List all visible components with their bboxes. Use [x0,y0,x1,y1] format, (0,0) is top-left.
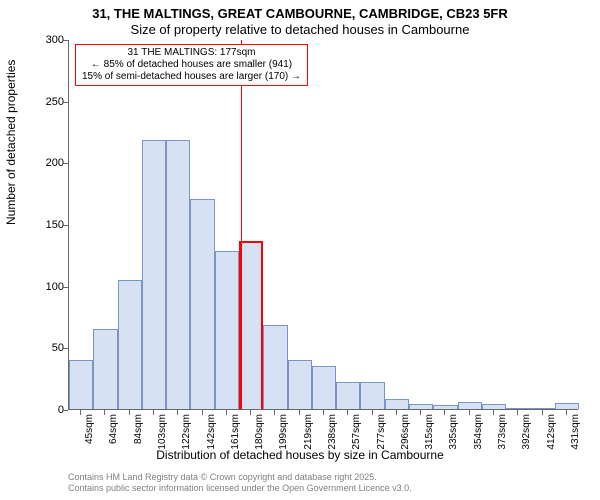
histogram-bar [336,382,360,409]
x-tick-label: 45sqm [84,414,95,444]
x-tick-mark [323,410,324,415]
x-tick-mark [129,410,130,415]
x-tick-mark [226,410,227,415]
histogram-bar [385,399,409,409]
histogram-bar [69,360,93,409]
plot-area: 31 THE MALTINGS: 177sqm ← 85% of detache… [68,40,578,410]
x-tick-label: 103sqm [157,414,168,450]
marker-line [241,40,242,409]
x-tick-mark [347,410,348,415]
histogram-bar [288,360,312,409]
annotation-line-1: 31 THE MALTINGS: 177sqm [82,47,301,59]
histogram-bar [190,199,214,409]
x-tick-label: 257sqm [351,414,362,450]
histogram-bar [215,251,239,409]
x-tick-mark [444,410,445,415]
x-tick-mark [372,410,373,415]
histogram-bar [555,403,579,409]
x-tick-label: 354sqm [473,414,484,450]
histogram-bar [239,243,263,410]
x-tick-label: 64sqm [108,414,119,444]
x-tick-mark [542,410,543,415]
x-tick-mark [493,410,494,415]
bars-container [69,40,578,409]
y-tick-label: 100 [46,281,64,293]
y-tick-label: 300 [46,34,64,46]
histogram-bar [482,404,506,409]
y-tick-label: 200 [46,157,64,169]
x-tick-label: 238sqm [327,414,338,450]
histogram-bar [93,329,117,409]
x-tick-mark [177,410,178,415]
x-tick-mark [469,410,470,415]
y-tick-mark [63,40,68,41]
histogram-bar [360,382,384,409]
x-tick-mark [202,410,203,415]
x-tick-mark [274,410,275,415]
x-tick-mark [299,410,300,415]
x-tick-label: 431sqm [570,414,581,450]
histogram-bar [530,408,554,409]
histogram-bar [312,366,336,409]
histogram-bar [263,325,287,409]
x-tick-mark [153,410,154,415]
x-tick-mark [517,410,518,415]
x-tick-label: 412sqm [546,414,557,450]
x-tick-label: 199sqm [278,414,289,450]
chart-canvas: 31, THE MALTINGS, GREAT CAMBOURNE, CAMBR… [0,0,600,500]
chart-title: 31, THE MALTINGS, GREAT CAMBOURNE, CAMBR… [0,6,600,21]
histogram-bar [142,140,166,409]
annotation-line-3: 15% of semi-detached houses are larger (… [82,71,301,83]
x-tick-label: 142sqm [206,414,217,450]
histogram-bar [409,404,433,409]
annotation-line-2: ← 85% of detached houses are smaller (94… [82,59,301,71]
histogram-bar [166,140,190,409]
histogram-bar [433,405,457,409]
x-tick-label: 392sqm [521,414,532,450]
y-tick-mark [63,287,68,288]
x-tick-label: 84sqm [133,414,144,444]
x-axis-label: Distribution of detached houses by size … [0,448,600,462]
x-tick-label: 161sqm [230,414,241,450]
x-tick-label: 296sqm [400,414,411,450]
y-axis-label: Number of detached properties [4,60,18,225]
x-tick-label: 122sqm [181,414,192,450]
highlight-bar-fill [239,243,263,410]
y-tick-label: 250 [46,96,64,108]
x-tick-label: 219sqm [303,414,314,450]
x-tick-label: 180sqm [254,414,265,450]
x-tick-label: 373sqm [497,414,508,450]
y-tick-mark [63,348,68,349]
footer-line-1: Contains HM Land Registry data © Crown c… [68,472,412,483]
x-tick-mark [250,410,251,415]
x-tick-label: 277sqm [376,414,387,450]
y-tick-mark [63,410,68,411]
y-tick-label: 150 [46,219,64,231]
annotation-box: 31 THE MALTINGS: 177sqm ← 85% of detache… [75,44,308,86]
footer-line-2: Contains public sector information licen… [68,483,412,494]
x-tick-mark [420,410,421,415]
x-tick-mark [396,410,397,415]
histogram-bar [506,408,530,409]
y-tick-mark [63,225,68,226]
x-tick-mark [80,410,81,415]
histogram-bar [118,280,142,410]
y-tick-mark [63,102,68,103]
x-tick-mark [566,410,567,415]
histogram-bar [458,402,482,409]
chart-subtitle: Size of property relative to detached ho… [0,22,600,37]
x-tick-label: 315sqm [424,414,435,450]
footer-attribution: Contains HM Land Registry data © Crown c… [68,472,412,494]
x-tick-label: 335sqm [448,414,459,450]
highlight-bar-cap [239,241,263,243]
y-tick-mark [63,163,68,164]
x-tick-mark [104,410,105,415]
